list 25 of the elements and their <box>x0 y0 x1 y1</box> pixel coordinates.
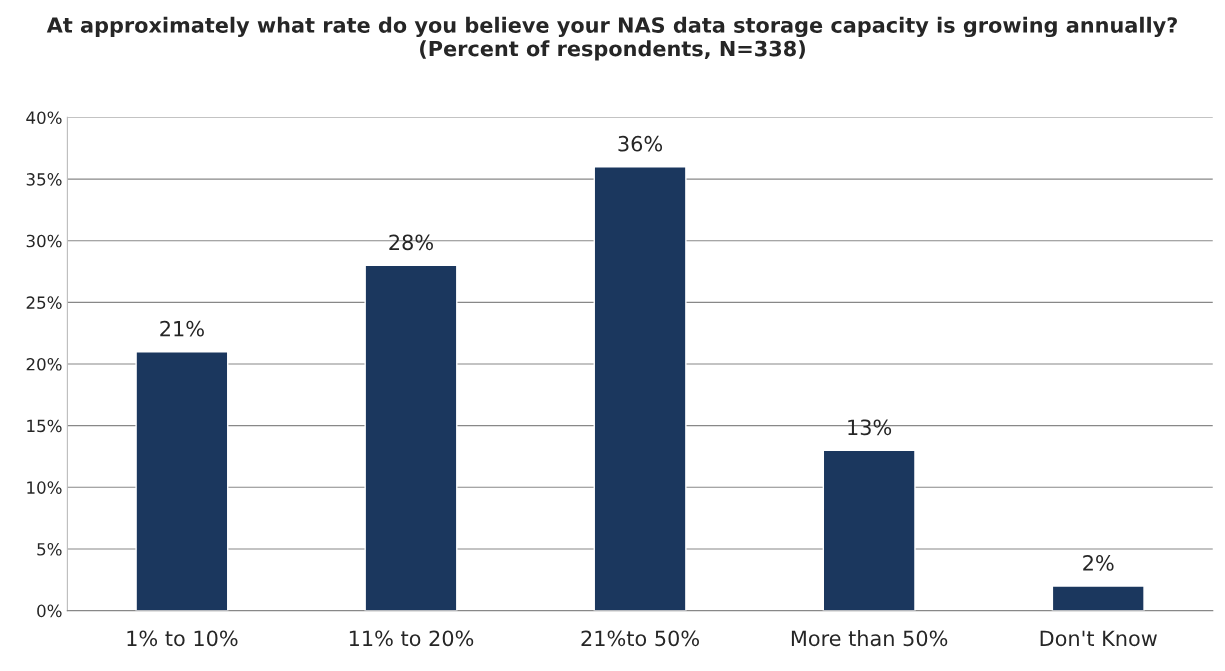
bar <box>822 449 916 611</box>
y-tick-label: 40% <box>26 111 62 124</box>
y-tick-label: 10% <box>27 481 62 494</box>
bar <box>593 166 687 611</box>
y-tick-label: 35% <box>26 173 62 186</box>
data-label: 2% <box>1083 555 1114 571</box>
x-tick-label: Don't Know <box>1040 630 1157 647</box>
bar <box>1051 585 1145 611</box>
x-tick-label: 1% to 10% <box>127 630 238 647</box>
y-tick-label: 0% <box>37 604 62 618</box>
y-tick-label: 25% <box>26 296 62 309</box>
y-tick-label: 30% <box>26 234 62 248</box>
y-tick-label: 15% <box>27 419 62 433</box>
data-label: 36% <box>618 135 663 152</box>
x-tick-label: 11% to 20% <box>349 630 474 647</box>
x-tick-label: More than 50% <box>791 630 948 647</box>
x-tick-label: 21%to 50% <box>581 630 699 647</box>
chart-title: At approximately what rate do you believe your NAS data storage capacity is growing annually? (Percent of respondents, N=338) <box>46 16 1177 61</box>
data-label: 21% <box>160 320 204 337</box>
bar <box>364 264 458 611</box>
data-label: 28% <box>389 234 433 251</box>
y-tick-label: 5% <box>37 542 62 556</box>
data-label: 13% <box>848 419 892 436</box>
y-tick-label: 20% <box>26 357 62 371</box>
bar <box>135 350 229 611</box>
